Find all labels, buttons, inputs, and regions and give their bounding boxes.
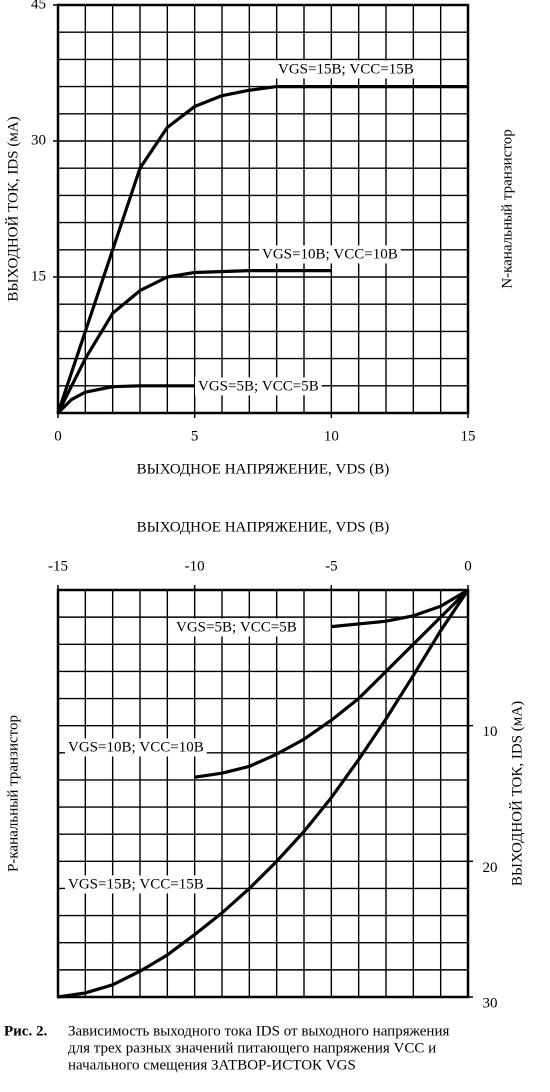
x-axis-label: ВЫХОДНОЕ НАПРЯЖЕНИЕ, VDS (В) (137, 461, 390, 477)
x-tick-label: 0 (54, 428, 62, 444)
x-tick-label: -10 (185, 558, 205, 574)
y-tick-label: 45 (31, 0, 46, 12)
caption-line: для трех разных значений питающего напря… (68, 1040, 436, 1056)
label-background (65, 738, 207, 757)
y-axis-label: ВЫХОДНОЙ ТОК, IDS (мА) (508, 701, 525, 886)
series-label: VGS=5В; VCC=5В (176, 619, 297, 635)
data-line (56, 269, 332, 414)
side-label: P-канальный транзистор (5, 715, 21, 872)
series-label: VGS=10В; VCC=10В (262, 246, 398, 262)
y-tick-label: 20 (483, 860, 498, 876)
x-axis-label: ВЫХОДНОЕ НАПРЯЖЕНИЕ, VDS (В) (137, 519, 390, 535)
x-tick-label: 0 (464, 558, 472, 574)
y-tick-label: 15 (31, 268, 46, 284)
data-line (194, 588, 470, 779)
y-tick-label: 30 (31, 132, 46, 148)
label-background (65, 875, 207, 894)
data-line (57, 589, 470, 999)
y-tick-label: 10 (483, 724, 498, 740)
label-background (195, 377, 322, 396)
series-label: VGS=10В; VCC=10В (68, 739, 204, 755)
side-label: N-канальный транзистор (499, 129, 515, 288)
y-axis-label: ВЫХОДНОЙ ТОК, IDS (мА) (4, 116, 21, 301)
label-background (173, 618, 300, 637)
data-line (331, 588, 469, 629)
series-label: VGS=5В; VCC=5В (198, 378, 319, 394)
x-tick-label: 15 (461, 428, 476, 444)
caption-label: Рис. 2. (4, 1023, 47, 1039)
label-background (259, 245, 401, 264)
data-line (56, 84, 468, 414)
data-line (56, 384, 195, 415)
caption-line: Зависимость выходного тока IDS от выходн… (68, 1023, 449, 1039)
plot-frame (56, 588, 470, 999)
x-tick-label: 5 (191, 428, 199, 444)
x-tick-label: -15 (48, 558, 68, 574)
y-tick-label: 30 (483, 995, 498, 1011)
x-tick-label: -5 (325, 558, 338, 574)
caption-line: начального смещения ЗАТВОР-ИСТОК VGS (68, 1057, 356, 1073)
series-label: VGS=15В; VCC=15В (68, 876, 204, 892)
x-tick-label: 10 (324, 428, 339, 444)
label-background (275, 60, 417, 79)
series-label: VGS=15В; VCC=15В (278, 61, 414, 77)
plot-frame (56, 3, 470, 415)
